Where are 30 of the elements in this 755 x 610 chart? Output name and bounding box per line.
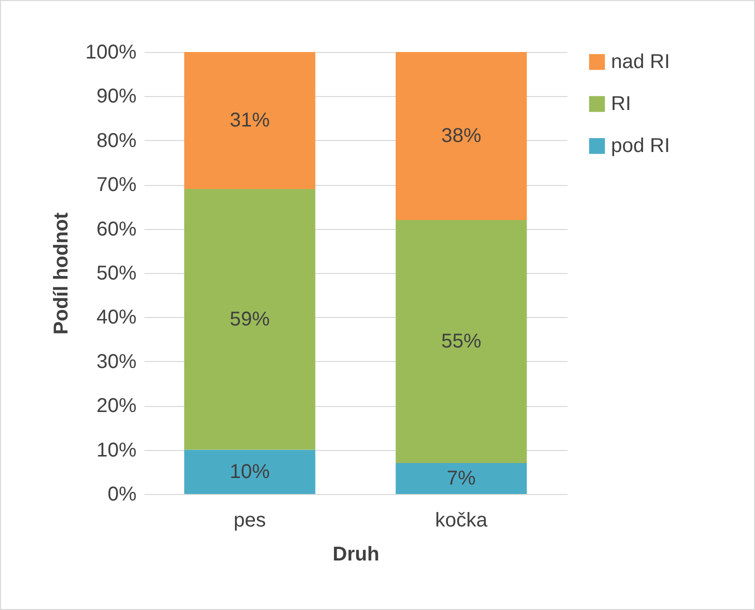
bar xyxy=(184,189,316,450)
y-tick-label: 100% xyxy=(85,42,137,64)
bar xyxy=(184,450,316,494)
data-label: 10% xyxy=(230,460,270,483)
y-tick-label: 80% xyxy=(96,130,137,152)
bar xyxy=(396,220,527,464)
data-label: 31% xyxy=(230,110,270,132)
x-axis-title: Druh xyxy=(332,544,380,566)
data-label: 55% xyxy=(441,330,482,353)
bar xyxy=(184,52,316,190)
y-tick-label: 70% xyxy=(96,174,137,196)
y-tick-label: 20% xyxy=(96,395,137,418)
y-axis-title: Podíl hodnot xyxy=(50,212,72,335)
y-tick-label: 50% xyxy=(96,262,137,284)
legend-label: RI xyxy=(611,93,631,115)
y-tick-label: 40% xyxy=(96,306,137,329)
data-label: 59% xyxy=(230,308,270,330)
y-tick-label: 30% xyxy=(96,350,137,373)
y-tick-label: 0% xyxy=(108,484,137,506)
data-label: 38% xyxy=(441,124,482,147)
bar xyxy=(396,463,527,494)
legend-label: nad RI xyxy=(611,51,670,73)
x-tick-label: kočka xyxy=(435,510,488,532)
bar xyxy=(396,52,527,220)
y-tick-label: 90% xyxy=(96,86,137,108)
data-label: 7% xyxy=(446,468,476,490)
y-tick-label: 60% xyxy=(96,218,137,240)
legend-label: pod RI xyxy=(611,135,670,157)
x-tick-label: pes xyxy=(234,510,266,532)
y-tick-label: 10% xyxy=(96,439,137,462)
